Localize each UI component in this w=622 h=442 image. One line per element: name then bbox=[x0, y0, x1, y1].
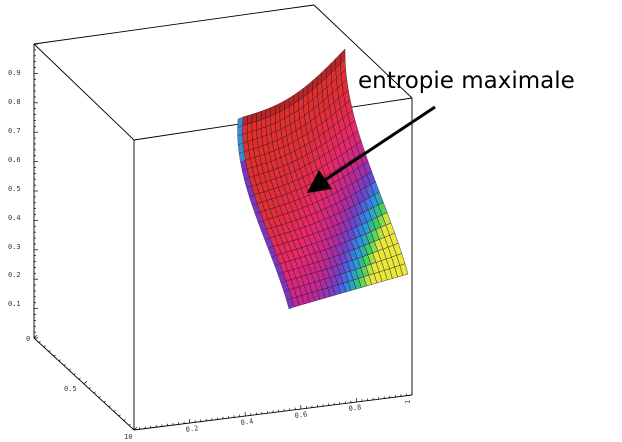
axis-tick bbox=[53, 354, 56, 357]
vertical-axis-labels: 0.1 0.2 0.3 0.4 0.5 0.6 0.7 0.8 0.9 bbox=[8, 69, 21, 308]
axis-tick bbox=[93, 391, 96, 394]
vertical-tick-label: 0.4 bbox=[8, 214, 21, 222]
horizontal-tick-label: 0.6 bbox=[294, 410, 308, 420]
vertical-tick-label: 0.3 bbox=[8, 243, 21, 251]
axis-tick bbox=[128, 423, 131, 426]
axis-tick bbox=[48, 350, 51, 353]
horizontal-axis-labels: 0.2 0.4 0.6 0.8 1 bbox=[185, 400, 412, 434]
axis-tick bbox=[78, 377, 81, 380]
axis-tick bbox=[38, 340, 41, 343]
box-edge bbox=[33, 43, 135, 141]
axis-tick bbox=[98, 396, 101, 399]
annotation: entropie maximale bbox=[307, 68, 575, 193]
axis-tick bbox=[58, 359, 61, 362]
horizontal-tick-label: 0.2 bbox=[185, 424, 199, 434]
surface-rim-cell bbox=[286, 298, 295, 310]
vertical-tick-label: 0.5 bbox=[8, 185, 21, 193]
vertical-tick-label: 0.8 bbox=[8, 98, 21, 106]
axis-tick bbox=[133, 426, 138, 431]
surface-cell bbox=[246, 122, 253, 134]
depth-tick-label: 0 bbox=[26, 335, 30, 343]
surface-cell bbox=[251, 121, 257, 132]
axis-tick bbox=[73, 373, 76, 376]
axis-tick bbox=[83, 380, 88, 385]
axis-tick bbox=[123, 419, 126, 422]
annotation-arrow-shaft bbox=[324, 105, 436, 182]
vertical-tick-label: 0.7 bbox=[8, 127, 21, 135]
surface-mesh bbox=[237, 48, 409, 310]
axis-tick bbox=[63, 363, 66, 366]
axis-tick bbox=[33, 334, 38, 339]
axis-tick bbox=[108, 405, 111, 408]
vertical-tick-label: 0.9 bbox=[8, 69, 21, 77]
axis-tick bbox=[103, 400, 106, 403]
vertical-tick-label: 0.2 bbox=[8, 271, 21, 279]
surface-cell bbox=[251, 129, 258, 141]
depth-tick-label: 0.5 bbox=[64, 385, 77, 393]
annotation-arrow-head bbox=[307, 170, 332, 193]
vertical-tick-label: 0.6 bbox=[8, 156, 21, 164]
depth-axis-labels: 0 0.5 10 bbox=[26, 335, 132, 441]
axis-tick bbox=[43, 345, 46, 348]
surface-cell bbox=[399, 263, 409, 276]
axis-tick bbox=[113, 409, 116, 412]
box-edge bbox=[33, 4, 315, 45]
annotation-text: entropie maximale bbox=[358, 68, 575, 94]
axis-tick bbox=[88, 386, 91, 389]
surface-cell bbox=[242, 123, 248, 135]
horizontal-tick-label: 0.8 bbox=[348, 403, 362, 413]
axis-tick bbox=[68, 368, 71, 371]
surface-cell bbox=[256, 128, 263, 139]
vertical-tick-label: 0.1 bbox=[8, 300, 21, 308]
depth-tick-label: 10 bbox=[124, 433, 132, 441]
surface-cell bbox=[242, 132, 249, 144]
horizontal-tick-label: 1 bbox=[404, 400, 412, 404]
horizontal-tick-label: 0.4 bbox=[240, 417, 254, 427]
surface-cell bbox=[247, 131, 253, 142]
box-edge bbox=[313, 4, 413, 99]
surface-cell bbox=[242, 115, 248, 126]
axis-tick bbox=[118, 414, 121, 417]
axis-ticks bbox=[33, 43, 413, 431]
